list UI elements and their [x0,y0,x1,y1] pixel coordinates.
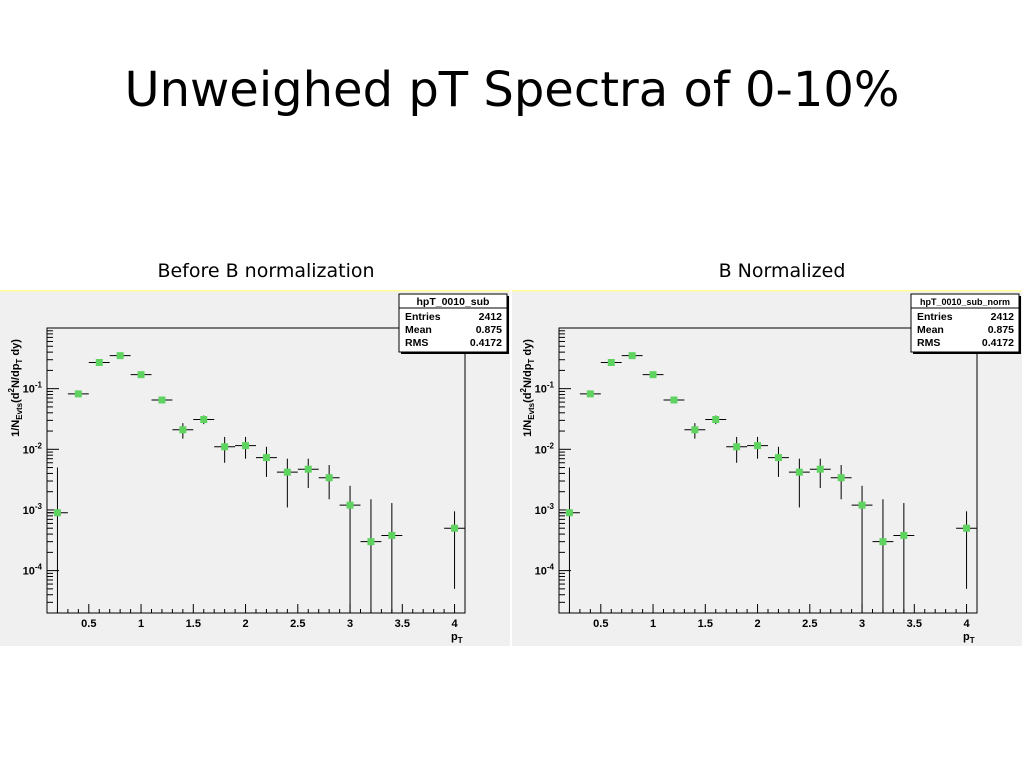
x-tick-label: 4 [963,618,970,630]
data-point-marker [388,531,396,539]
data-point-marker [137,371,145,379]
stats-row-value: 2412 [991,311,1015,323]
stats-box-name: hpT_0010_sub_norm [920,297,1010,307]
y-tick-label: 10-3 [535,502,555,517]
chart-before-normalization: 0.5 1 1.5 2 2.5 3 3.5 4 10-1 10-2 10-3 10-4 1/NEvts(… [0,290,510,646]
data-point-marker [712,416,720,424]
stats-row-label: Mean [917,324,944,336]
chart-b-normalized: 0.5 1 1.5 2 2.5 3 3.5 4 10-1 10-2 10-3 10-4 1/NEvts(… [512,290,1022,646]
y-axis-title: 1/NEvts(d2N/dpT dy) [519,339,536,437]
stats-box [910,293,1020,353]
plot-frame [46,327,466,614]
stats-row-value: 2412 [479,311,503,323]
data-point-marker [879,538,887,546]
data-point-marker [607,358,615,366]
data-point-marker [221,443,229,451]
x-tick-label: 4 [451,618,458,630]
plot-frame [558,327,978,614]
x-axis-title: pT [963,631,975,645]
x-tick-label: 3 [347,618,353,630]
x-tick-label: 2.5 [290,618,305,630]
x-tick-label: 2 [754,618,760,630]
x-tick-label: 1.5 [698,618,713,630]
y-tick-label: 10-2 [535,441,555,456]
data-point-marker [200,416,208,424]
x-tick-label: 3 [859,618,865,630]
y-tick-label: 10-1 [23,381,43,396]
stats-row-value: 0.875 [988,324,1014,336]
stats-box-name: hpT_0010_sub [417,296,490,308]
data-point-marker [963,524,971,532]
slide-title: Unweighed pT Spectra of 0-10% [124,62,900,118]
data-point-marker [795,468,803,476]
y-tick-label: 10-4 [23,563,43,578]
data-point-marker [325,474,333,482]
data-point-marker [670,396,678,404]
data-point-marker [754,442,762,450]
data-point-marker [179,426,187,434]
x-tick-label: 0.5 [593,618,608,630]
data-point-marker [691,426,699,434]
y-tick-label: 10-4 [535,563,555,578]
data-point-marker [837,474,845,482]
data-series [47,352,465,613]
panel-caption-before: Before B normalization [157,260,375,282]
y-tick-label: 10-3 [23,502,43,517]
x-tick-label: 0.5 [81,618,96,630]
data-point-marker [774,454,782,462]
data-point-marker [158,396,166,404]
data-point-marker [451,524,459,532]
data-point-marker [304,465,312,473]
data-point-marker [900,531,908,539]
data-point-marker [586,390,594,398]
data-point-marker [367,538,375,546]
stats-row-label: RMS [405,337,428,349]
data-point-marker [242,442,250,450]
stats-row-value: 0.875 [476,324,502,336]
data-point-marker [733,443,741,451]
panel-caption-normalized: B Normalized [718,260,846,282]
x-tick-label: 2 [242,618,248,630]
data-point-marker [649,371,657,379]
data-point-marker [283,468,291,476]
data-point-marker [262,454,270,462]
stats-row-label: Entries [917,311,953,323]
x-tick-label: 3.5 [907,618,922,630]
x-tick-label: 1 [138,618,144,630]
x-tick-label: 1 [650,618,656,630]
data-point-marker [628,352,636,360]
data-point-marker [346,501,354,509]
stats-row-value: 0.4172 [982,337,1014,349]
x-tick-label: 2.5 [802,618,817,630]
data-point-marker [116,352,124,360]
data-point-marker [565,509,573,517]
x-tick-label: 3.5 [395,618,410,630]
data-point-marker [816,465,824,473]
x-tick-label: 1.5 [186,618,201,630]
x-axis-title: pT [451,631,463,645]
stats-row-label: Entries [405,311,441,323]
stats-row-label: Mean [405,324,432,336]
data-point-marker [74,390,82,398]
y-tick-label: 10-1 [535,381,555,396]
stats-row-value: 0.4172 [470,337,502,349]
data-point-marker [95,358,103,366]
stats-row-label: RMS [917,337,940,349]
y-tick-label: 10-2 [23,441,43,456]
y-axis-title: 1/NEvts(d2N/dpT dy) [7,339,24,437]
data-series [559,352,977,613]
stats-box [398,293,508,353]
data-point-marker [858,501,866,509]
data-point-marker [53,509,61,517]
